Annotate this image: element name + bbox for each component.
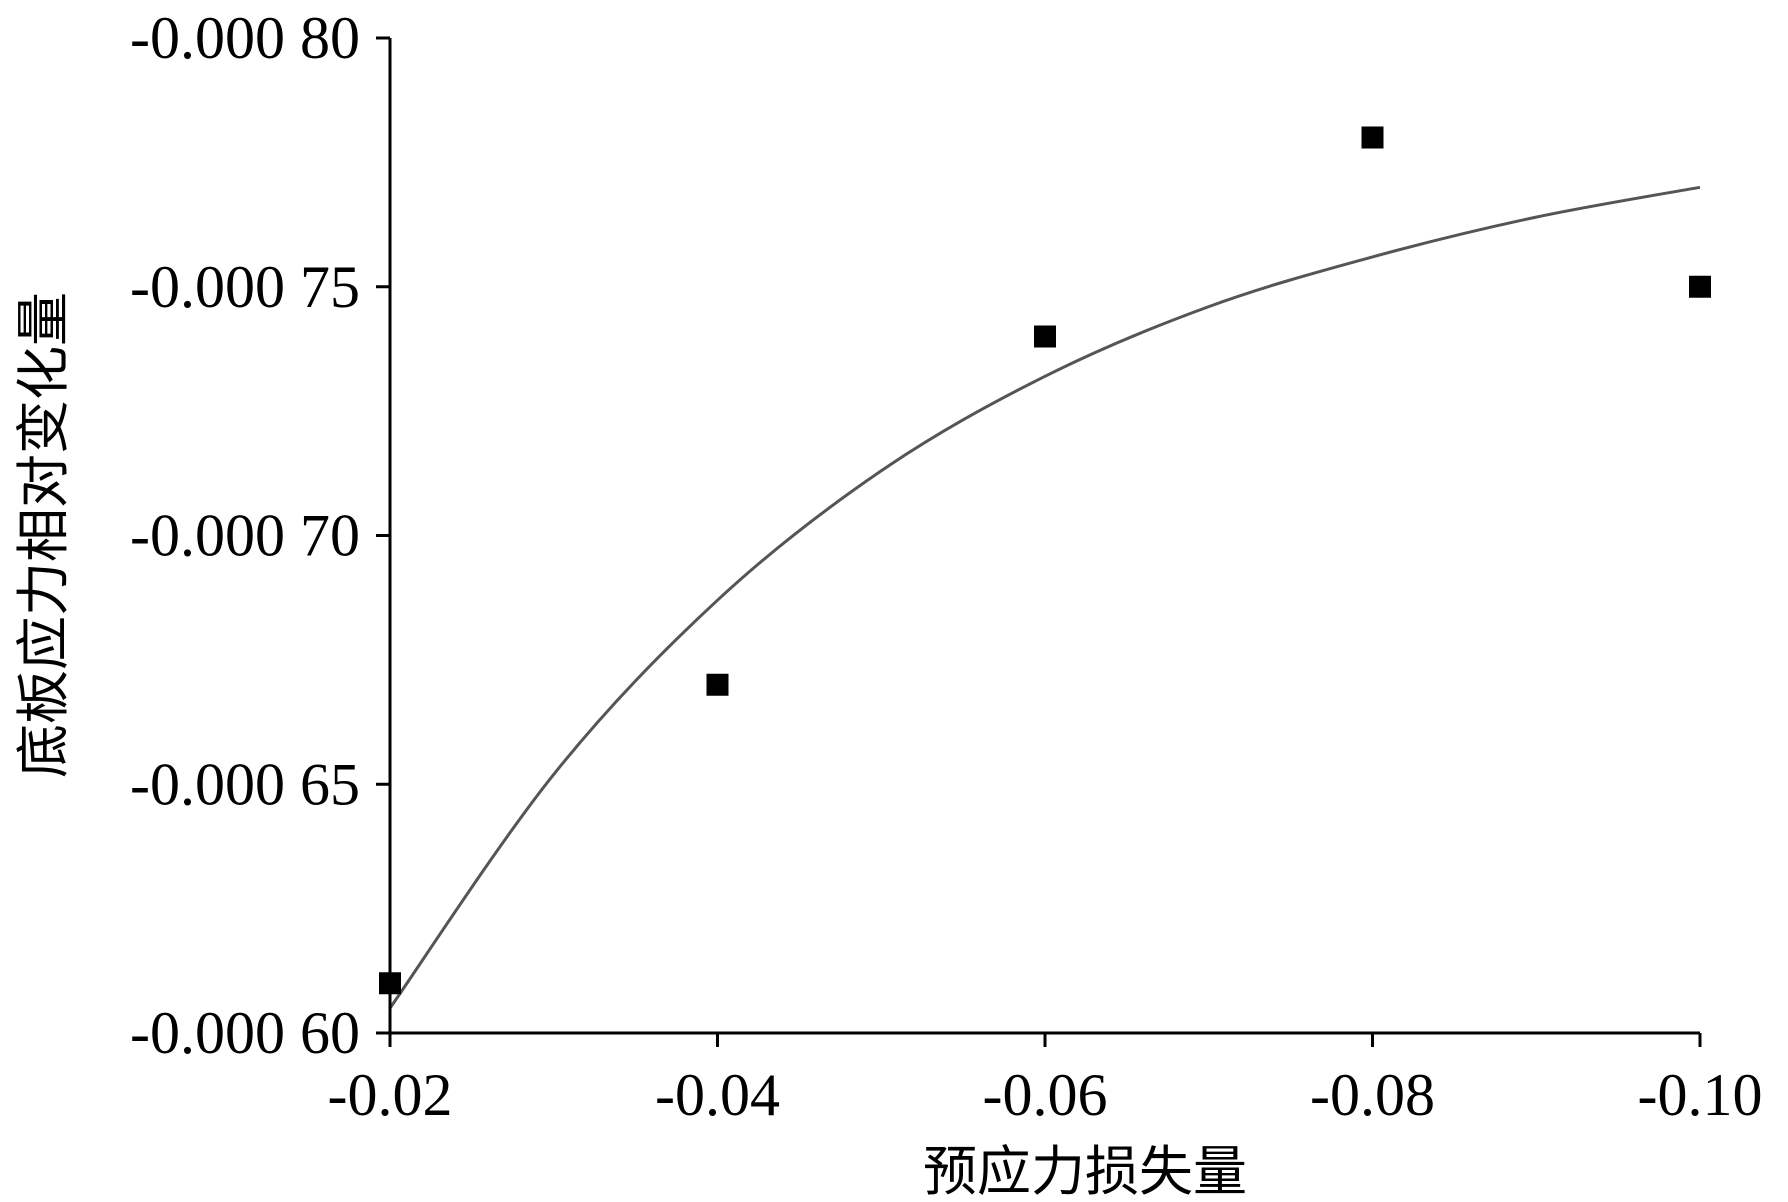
y-axis-title: 底板应力相对变化量: [12, 292, 75, 778]
data-point: [706, 673, 729, 696]
y-tick-label: -0.000 80: [130, 5, 360, 71]
y-tick-label: -0.000 60: [130, 1000, 360, 1066]
data-point: [1689, 275, 1711, 298]
x-axis-ticks: -0.02 -0.04 -0.06 -0.08 -0.10: [328, 1033, 1763, 1128]
y-tick-label: -0.000 70: [130, 503, 360, 569]
x-tick-label: -0.04: [655, 1062, 780, 1128]
data-point: [1034, 325, 1056, 348]
x-tick-label: -0.10: [1638, 1062, 1763, 1128]
x-tick-label: -0.06: [983, 1062, 1108, 1128]
x-tick-label: -0.08: [1310, 1062, 1435, 1128]
data-point: [1361, 126, 1384, 149]
x-tick-label: -0.02: [328, 1062, 453, 1128]
plot-area: [379, 126, 1711, 1009]
fit-curve-line: [388, 185, 1701, 1009]
y-tick-label: -0.000 75: [130, 254, 360, 320]
x-axis-title: 预应力损失量: [923, 1140, 1247, 1202]
y-tick-label: -0.000 65: [130, 751, 360, 817]
y-axis-ticks: -0.000 60 -0.000 65 -0.000 70 -0.000 75 -0.0…: [130, 5, 390, 1066]
